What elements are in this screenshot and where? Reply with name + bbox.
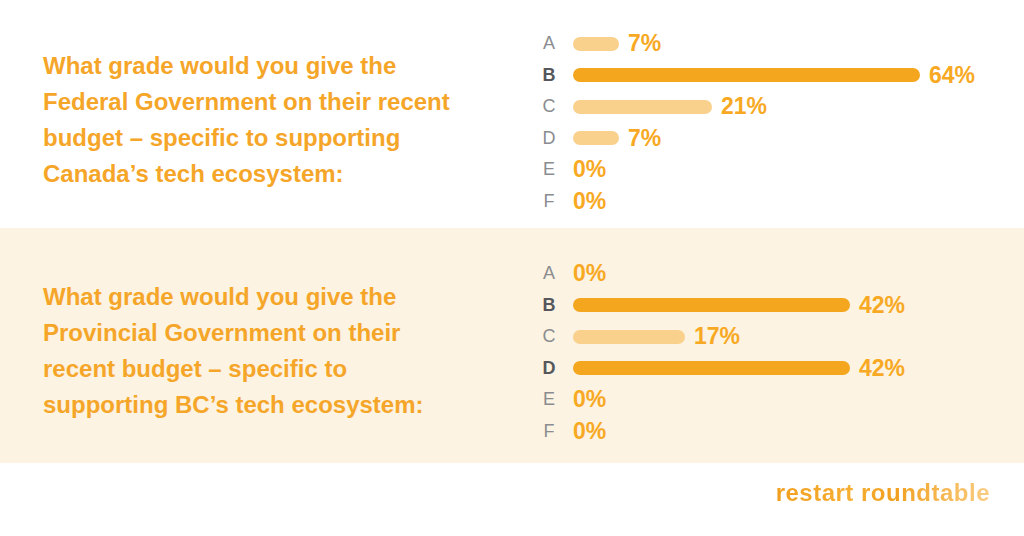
- question-line: budget – specific to supporting: [43, 120, 450, 156]
- question-line: What grade would you give the: [43, 279, 424, 315]
- grade-label: A: [538, 263, 560, 284]
- grade-label: C: [538, 326, 560, 347]
- question-line: Provincial Government on their: [43, 315, 424, 351]
- provincial-question: What grade would you give theProvincial …: [43, 279, 424, 423]
- question-line: supporting BC’s tech ecosystem:: [43, 387, 424, 423]
- question-line: Canada’s tech ecosystem:: [43, 156, 450, 192]
- grade-label: B: [538, 65, 560, 86]
- chart-row-grade-b: B 42%: [538, 290, 905, 322]
- value-bar: [573, 330, 685, 344]
- question-line: Federal Government on their recent: [43, 84, 450, 120]
- chart-row-grade-c: C 21%: [538, 91, 975, 123]
- question-line: recent budget – specific to: [43, 351, 424, 387]
- chart-row-grade-a: A 7%: [538, 28, 975, 60]
- grade-label: D: [538, 358, 560, 379]
- infographic-canvas: What grade would you give theFederal Gov…: [0, 0, 1024, 536]
- percent-label: 7%: [628, 30, 661, 57]
- chart-row-grade-c: C 17%: [538, 321, 905, 353]
- grade-label: D: [538, 128, 560, 149]
- chart-row-grade-f: F 0%: [538, 186, 975, 218]
- percent-label: 7%: [628, 125, 661, 152]
- provincial-grade-chart: A 0% B 42% C 17% D 42% E 0% F 0%: [538, 258, 905, 447]
- value-bar: [573, 68, 920, 82]
- chart-row-grade-e: E 0%: [538, 154, 975, 186]
- chart-row-grade-b: B 64%: [538, 60, 975, 92]
- percent-label: 64%: [929, 62, 975, 89]
- percent-label: 0%: [573, 418, 606, 445]
- restart-roundtable-logo: restart roundtable: [776, 479, 990, 507]
- federal-question: What grade would you give theFederal Gov…: [43, 48, 450, 192]
- chart-row-grade-d: D 7%: [538, 123, 975, 155]
- federal-grade-chart: A 7% B 64% C 21% D 7% E 0% F 0%: [538, 28, 975, 217]
- grade-label: C: [538, 96, 560, 117]
- chart-row-grade-d: D 42%: [538, 353, 905, 385]
- grade-label: B: [538, 295, 560, 316]
- federal-section: What grade would you give theFederal Gov…: [0, 0, 1024, 228]
- percent-label: 0%: [573, 386, 606, 413]
- value-bar: [573, 298, 850, 312]
- question-line: What grade would you give the: [43, 48, 450, 84]
- grade-label: A: [538, 33, 560, 54]
- grade-label: F: [538, 191, 560, 212]
- chart-row-grade-f: F 0%: [538, 416, 905, 448]
- chart-row-grade-e: E 0%: [538, 384, 905, 416]
- percent-label: 0%: [573, 260, 606, 287]
- percent-label: 0%: [573, 156, 606, 183]
- value-bar: [573, 100, 712, 114]
- percent-label: 42%: [859, 292, 905, 319]
- percent-label: 21%: [721, 93, 767, 120]
- value-bar: [573, 361, 850, 375]
- provincial-section: What grade would you give theProvincial …: [0, 228, 1024, 463]
- grade-label: E: [538, 159, 560, 180]
- value-bar: [573, 131, 619, 145]
- chart-row-grade-a: A 0%: [538, 258, 905, 290]
- percent-label: 0%: [573, 188, 606, 215]
- grade-label: F: [538, 421, 560, 442]
- value-bar: [573, 37, 619, 51]
- percent-label: 17%: [694, 323, 740, 350]
- percent-label: 42%: [859, 355, 905, 382]
- grade-label: E: [538, 389, 560, 410]
